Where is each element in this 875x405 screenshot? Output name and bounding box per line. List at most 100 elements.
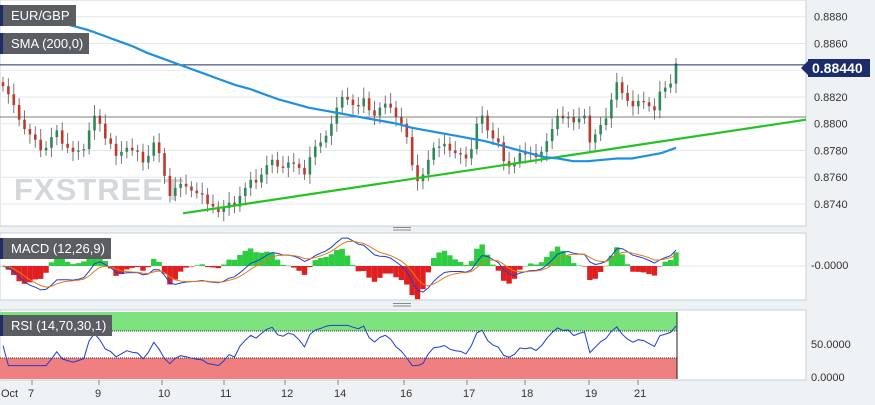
macd-histogram-bar <box>355 266 362 272</box>
candle-body <box>362 98 366 107</box>
macd-histogram-bar <box>312 260 318 266</box>
macd-histogram-bar <box>59 258 65 266</box>
macd-histogram-bar <box>75 263 82 266</box>
macd-histogram-bar <box>350 264 356 266</box>
macd-histogram-bar <box>37 266 44 279</box>
candle-body <box>410 137 414 166</box>
macd-histogram-bar <box>651 266 658 276</box>
macd-histogram-bar <box>463 264 469 266</box>
macd-histogram-bar <box>264 251 270 266</box>
candle-body <box>389 103 392 108</box>
macd-histogram-bar <box>280 264 286 266</box>
macd-histogram-bar <box>269 252 275 266</box>
macd-histogram-bar <box>188 266 195 267</box>
y-tick-label: 0.8880 <box>814 12 848 24</box>
macd-histogram-bar <box>506 266 512 284</box>
symbol-label[interactable]: EUR/GBP <box>0 5 76 26</box>
macd-histogram-bar <box>151 258 157 266</box>
macd-histogram-bar <box>296 266 302 271</box>
candle-body <box>249 179 252 188</box>
candle-body <box>437 146 441 148</box>
macd-histogram-bar <box>27 266 33 283</box>
sma-indicator-label[interactable]: SMA (200,0) <box>0 33 90 54</box>
macd-histogram-bar <box>576 265 582 266</box>
macd-histogram-bar <box>404 266 410 285</box>
candle-body <box>7 86 10 95</box>
macd-histogram-bar <box>258 252 265 266</box>
rsi-tick-0: 0.0000 <box>811 372 845 384</box>
candle-body <box>276 159 279 167</box>
macd-histogram-bar <box>549 251 555 266</box>
macd-histogram-bar <box>247 248 254 266</box>
candle-body <box>448 143 452 151</box>
rsi-indicator-label[interactable]: RSI (14,70,30,1) <box>0 315 113 336</box>
macd-histogram-bar <box>226 259 232 266</box>
x-tick-label: 12 <box>281 388 293 400</box>
macd-histogram-bar <box>124 266 130 270</box>
panel-resize-handle[interactable] <box>393 303 411 307</box>
macd-histogram-bar <box>662 261 668 266</box>
macd-histogram-bar <box>414 266 421 300</box>
macd-histogram-bar <box>145 266 152 268</box>
macd-histogram-bar <box>129 266 135 268</box>
candle-body <box>400 117 403 124</box>
candle-body <box>12 94 16 105</box>
macd-histogram-bar <box>118 266 125 275</box>
candle-body <box>637 100 640 107</box>
candle-body <box>238 195 242 207</box>
macd-histogram-bar <box>527 263 534 266</box>
candle-body <box>34 134 37 140</box>
candle-body <box>98 115 102 124</box>
macd-histogram-bar <box>156 261 162 266</box>
candle-body <box>373 110 376 116</box>
candle-body <box>50 137 53 148</box>
y-tick-label: 0.8780 <box>814 145 848 157</box>
candle-body <box>631 100 635 107</box>
candle-body <box>470 149 473 159</box>
candle-body <box>157 142 161 154</box>
rsi-oversold-zone <box>0 358 677 379</box>
candle-body <box>39 139 42 151</box>
macd-histogram-bar <box>11 266 17 275</box>
macd-histogram-bar <box>382 266 388 274</box>
candle-body <box>658 91 662 111</box>
x-tick-label: Oct <box>1 388 18 400</box>
macd-histogram-bar <box>393 266 399 278</box>
candle-body <box>281 166 285 168</box>
candle-body <box>427 159 430 175</box>
candle-body <box>491 130 495 139</box>
candle-body <box>432 147 436 160</box>
candle-body <box>319 142 322 147</box>
macd-signal-line <box>2 240 677 288</box>
macd-histogram-bar <box>560 250 566 266</box>
macd-histogram-bar <box>640 266 647 273</box>
macd-histogram-bar <box>646 266 652 275</box>
macd-indicator-label[interactable]: MACD (12,26,9) <box>0 238 111 259</box>
candle-body <box>55 130 59 138</box>
candle-body <box>66 143 69 148</box>
y-tick-label: 0.8860 <box>814 38 848 50</box>
x-tick-label: 7 <box>28 388 34 400</box>
macd-histogram-bar <box>215 266 222 269</box>
macd-histogram-bar <box>194 265 200 266</box>
candle-body <box>330 123 333 136</box>
macd-histogram-bar <box>183 266 189 268</box>
candle-body <box>340 96 344 108</box>
macd-histogram-bar <box>522 265 528 267</box>
candle-body <box>195 190 199 194</box>
candle-body <box>593 134 597 143</box>
candle-body <box>518 153 522 163</box>
candle-body <box>308 157 312 175</box>
macd-histogram-bar <box>21 266 28 284</box>
candle-body <box>254 179 258 183</box>
x-tick-label: 21 <box>634 388 646 400</box>
macd-histogram-bar <box>447 255 453 266</box>
candle-body <box>572 117 576 123</box>
candle-body <box>60 130 64 144</box>
candle-body <box>173 187 177 196</box>
candle-body <box>663 87 667 92</box>
macd-histogram-bar <box>425 266 432 273</box>
macd-histogram-bar <box>301 266 308 275</box>
panel-resize-handle[interactable] <box>393 227 411 231</box>
watermark: FXSTREET <box>14 172 184 207</box>
